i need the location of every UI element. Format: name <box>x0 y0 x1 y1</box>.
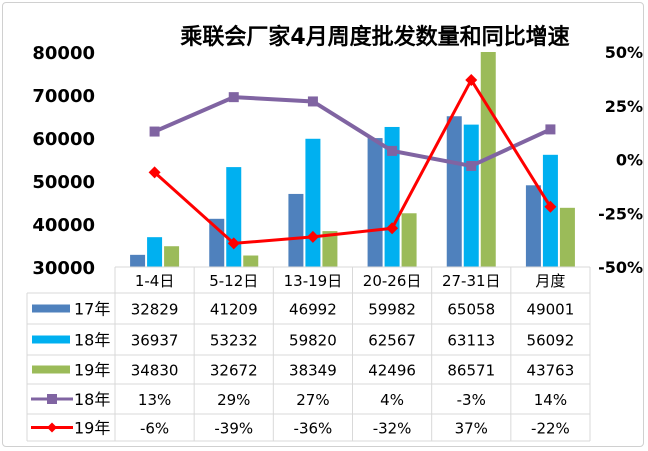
bar-18年-2 <box>305 138 321 267</box>
data-table-cell: 53232 <box>210 332 258 350</box>
line-diamond <box>153 76 552 245</box>
bar-19年-1 <box>243 255 259 267</box>
bar-18年-1 <box>226 167 242 267</box>
y2-tick-label: 50% <box>605 43 643 62</box>
chart-frame <box>2 2 644 447</box>
y-tick-label: 80000 <box>32 43 95 64</box>
bar-17年-2 <box>288 193 304 267</box>
legend-key-bar <box>32 365 70 374</box>
data-table-cell: 49001 <box>527 301 575 319</box>
data-table-cell: 62567 <box>368 332 416 350</box>
point-marker-diamond <box>148 166 161 179</box>
bar-19年-0 <box>164 246 180 267</box>
point-marker-diamond <box>465 73 478 86</box>
point-marker-square <box>545 124 556 135</box>
data-table-cell: 43763 <box>527 362 575 380</box>
data-table-cell: -6% <box>140 420 169 438</box>
legend-key-bar <box>32 304 70 313</box>
point-marker-diamond <box>306 230 319 243</box>
bar-19年-5 <box>559 207 575 267</box>
data-table-cell: -32% <box>373 420 412 438</box>
legend-label: 19年 <box>74 419 110 438</box>
data-table-cell: 59982 <box>368 301 416 319</box>
data-table-cell: 56092 <box>527 332 575 350</box>
legend-key-bar <box>32 335 70 344</box>
data-table-cell: 63113 <box>447 332 495 350</box>
category-label: 1-4日 <box>135 272 175 290</box>
data-table-cell: 46992 <box>289 301 337 319</box>
point-marker-square <box>466 160 477 171</box>
data-table-cell: 38349 <box>289 362 337 380</box>
data-table-cell: 29% <box>217 391 250 409</box>
bar-17年-0 <box>130 254 146 267</box>
y-tick-label: 50000 <box>32 172 95 193</box>
point-marker-square <box>149 126 160 137</box>
legend-label: 19年 <box>74 361 110 380</box>
data-table-cell: 32829 <box>131 301 179 319</box>
bar-19年-3 <box>401 213 417 267</box>
category-label: 27-31日 <box>442 272 501 290</box>
point-marker-diamond <box>544 200 557 213</box>
category-label: 月度 <box>535 272 565 290</box>
data-table-cell: 34830 <box>131 362 179 380</box>
line-square <box>153 95 552 169</box>
legend-key-marker-square <box>47 394 57 404</box>
y-tick-label: 60000 <box>32 129 95 150</box>
y-tick-label: 70000 <box>32 86 95 107</box>
chart-title: 乘联会厂家4月周度批发数量和同比增速 <box>179 24 569 50</box>
bar-19年-2 <box>322 231 338 267</box>
data-table-cell: 32672 <box>210 362 258 380</box>
y-tick-label: 40000 <box>32 215 95 236</box>
bar-18年-4 <box>463 124 479 267</box>
bar-17年-1 <box>209 218 225 267</box>
data-table-cell: 41209 <box>210 301 258 319</box>
bar-18年-3 <box>384 126 400 267</box>
data-table-cell: -22% <box>531 420 570 438</box>
category-label: 13-19日 <box>284 272 343 290</box>
bar-18年-0 <box>147 237 163 267</box>
category-label: 5-12日 <box>209 272 258 290</box>
data-table-cell: 65058 <box>447 301 495 319</box>
point-marker-square <box>387 145 398 156</box>
bar-17年-3 <box>367 138 383 267</box>
y2-tick-label: -25% <box>598 204 643 223</box>
data-table-cell: 36937 <box>131 332 179 350</box>
data-table-cell: 86571 <box>447 362 495 380</box>
data-table-cell: 13% <box>138 391 171 409</box>
y2-tick-label: 25% <box>605 97 643 116</box>
y2-tick-label: 0% <box>616 151 643 170</box>
data-table-cell: 59820 <box>289 332 337 350</box>
bar-17年-4 <box>446 116 462 267</box>
data-table-cell: -39% <box>214 420 253 438</box>
point-marker-square <box>307 96 318 107</box>
y-tick-label: 30000 <box>32 258 95 279</box>
legend-key-marker-diamond <box>47 422 57 433</box>
data-table-cell: -36% <box>294 420 333 438</box>
y2-tick-label: -50% <box>598 258 643 277</box>
data-table-cell: 37% <box>455 420 488 438</box>
data-table-cell: 27% <box>296 391 329 409</box>
point-marker-diamond <box>227 237 240 250</box>
legend-label: 18年 <box>74 390 110 409</box>
point-marker-diamond <box>386 222 399 235</box>
data-table-cell: 4% <box>380 391 404 409</box>
bar-17年-5 <box>525 185 541 267</box>
legend-label: 18年 <box>74 331 110 350</box>
category-label: 20-26日 <box>363 272 422 290</box>
data-table-cell: 42496 <box>368 362 416 380</box>
data-table-cell: -3% <box>457 391 486 409</box>
data-table-cell: 14% <box>534 391 567 409</box>
point-marker-square <box>228 92 239 103</box>
legend-label: 17年 <box>74 300 110 319</box>
